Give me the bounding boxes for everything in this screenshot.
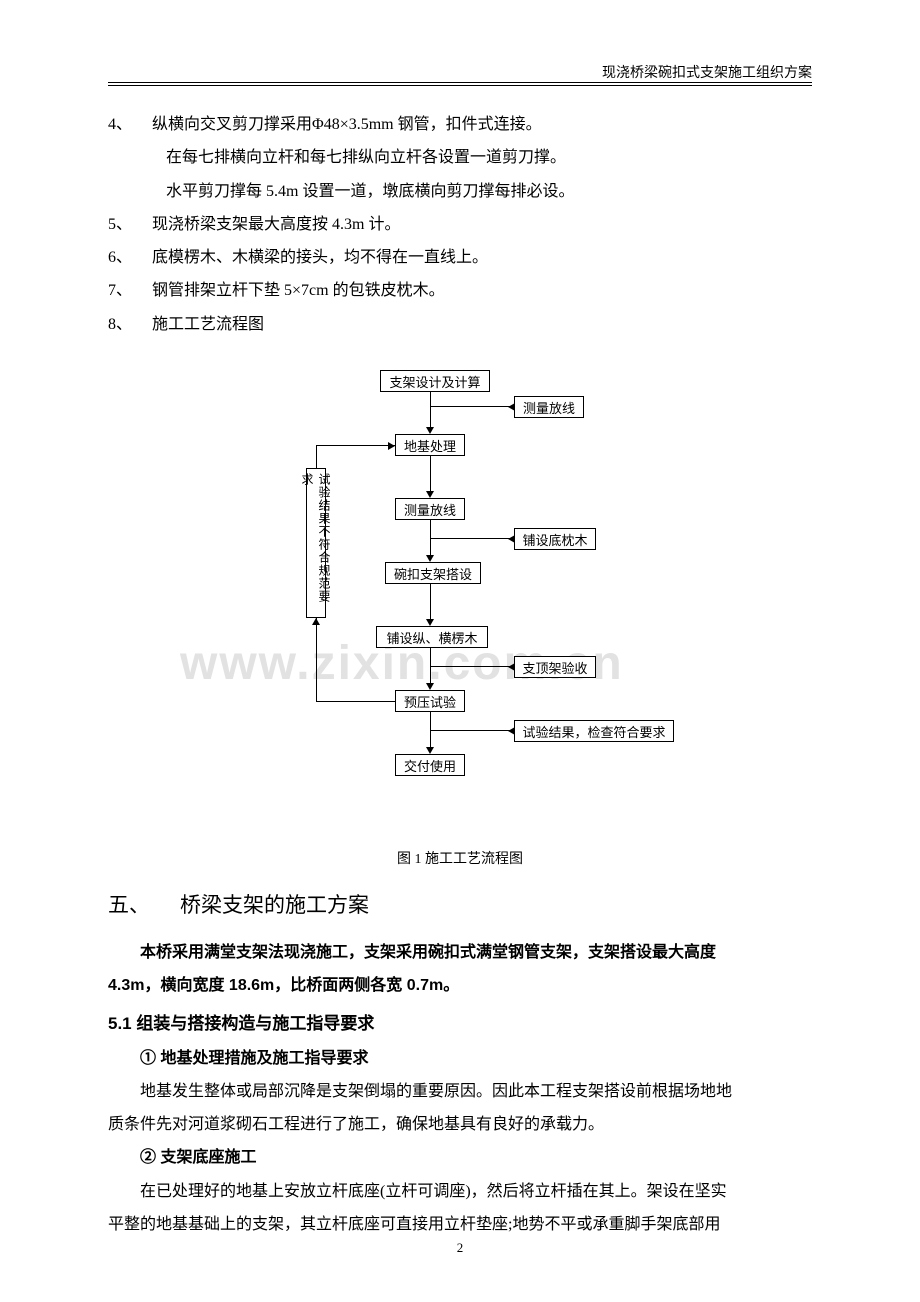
fc-arrow	[426, 427, 434, 434]
fc-node-8: 支顶架验收	[514, 656, 596, 678]
list-text: 现浇桥梁支架最大高度按 4.3m 计。	[152, 208, 812, 241]
fc-arrow	[426, 555, 434, 562]
subheading-5-1: 5.1 组装与搭接构造与施工指导要求	[108, 1006, 812, 1041]
list-item-5: 5、 现浇桥梁支架最大高度按 4.3m 计。	[108, 208, 812, 241]
section-title: 桥梁支架的施工方案	[180, 893, 369, 917]
header-rule	[108, 82, 812, 86]
fc-arrow	[426, 683, 434, 690]
list-item-7: 7、 钢管排架立杆下垫 5×7cm 的包铁皮枕木。	[108, 274, 812, 307]
list-num: 7、	[108, 274, 152, 307]
p1-heading: ① 地基处理措施及施工指导要求	[108, 1042, 812, 1075]
fc-arrow	[508, 535, 515, 543]
list-text: 施工工艺流程图	[152, 308, 812, 341]
list-item-4-sub2: 水平剪刀撑每 5.4m 设置一道，墩底横向剪刀撑每排必设。	[108, 175, 812, 208]
fc-arrow	[426, 491, 434, 498]
list-num: 5、	[108, 208, 152, 241]
fc-node-6: 碗扣支架搭设	[385, 562, 481, 584]
fc-node-9: 预压试验	[395, 690, 465, 712]
fc-line	[430, 584, 431, 622]
fc-arrow	[508, 663, 515, 671]
intro-line2: 4.3m，横向宽度 18.6m，比桥面两侧各宽 0.7m。	[108, 969, 812, 1002]
list-num: 4、	[108, 108, 152, 141]
lower-content: 五、桥梁支架的施工方案 本桥采用满堂支架法现浇施工，支架采用碗扣式满堂钢管支架，…	[108, 884, 812, 1241]
list-num: 6、	[108, 241, 152, 274]
list-text: 钢管排架立杆下垫 5×7cm 的包铁皮枕木。	[152, 274, 812, 307]
flowchart-caption: 图 1 施工工艺流程图	[0, 848, 920, 868]
section-5-heading: 五、桥梁支架的施工方案	[108, 884, 812, 928]
fc-arrow	[312, 618, 320, 625]
flowchart: 支架设计及计算 测量放线 地基处理 测量放线 铺设底枕木 碗扣支架搭设 铺设纵、…	[300, 370, 720, 810]
fc-arrow	[508, 403, 515, 411]
fc-node-7: 铺设纵、横楞木	[376, 626, 488, 648]
p2-heading: ② 支架底座施工	[108, 1141, 812, 1174]
fc-node-side: 试验结果不符合规范要求	[306, 468, 326, 618]
list-item-4-sub1: 在每七排横向立杆和每七排纵向立杆各设置一道剪刀撑。	[108, 141, 812, 174]
fc-arrow	[508, 727, 515, 735]
fc-line	[316, 445, 317, 469]
fc-line	[430, 456, 431, 494]
fc-node-10: 试验结果，检查符合要求	[514, 720, 674, 742]
list-item-8: 8、 施工工艺流程图	[108, 308, 812, 341]
upper-content: 4、 纵横向交叉剪刀撑采用Φ48×3.5mm 钢管，扣件式连接。 在每七排横向立…	[108, 108, 812, 341]
fc-node-2: 测量放线	[514, 396, 584, 418]
fc-line	[430, 392, 431, 430]
list-text: 底模楞木、木横梁的接头，均不得在一直线上。	[152, 241, 812, 274]
fc-node-4: 测量放线	[395, 498, 465, 520]
p1-line2: 质条件先对河道浆砌石工程进行了施工，确保地基具有良好的承载力。	[108, 1108, 812, 1141]
fc-arrow	[388, 442, 395, 450]
list-text: 纵横向交叉剪刀撑采用Φ48×3.5mm 钢管，扣件式连接。	[152, 108, 812, 141]
fc-line	[430, 712, 431, 750]
p2-line1: 在已处理好的地基上安放立杆底座(立杆可调座)，然后将立杆插在其上。架设在坚实	[108, 1175, 812, 1208]
list-num: 8、	[108, 308, 152, 341]
fc-line	[316, 618, 317, 702]
fc-line	[430, 648, 431, 686]
intro-line1: 本桥采用满堂支架法现浇施工，支架采用碗扣式满堂钢管支架，支架搭设最大高度	[108, 936, 812, 969]
fc-node-3: 地基处理	[395, 434, 465, 456]
fc-node-5: 铺设底枕木	[514, 528, 596, 550]
fc-node-1: 支架设计及计算	[380, 370, 490, 392]
p1-line1: 地基发生整体或局部沉降是支架倒塌的重要原因。因此本工程支架搭设前根据场地地	[108, 1075, 812, 1108]
fc-line	[430, 520, 431, 558]
fc-line	[430, 730, 516, 731]
fc-line	[316, 445, 395, 446]
header-title: 现浇桥梁碗扣式支架施工组织方案	[602, 62, 812, 82]
section-num: 五、	[108, 884, 180, 928]
list-item-6: 6、 底模楞木、木横梁的接头，均不得在一直线上。	[108, 241, 812, 274]
fc-arrow	[426, 619, 434, 626]
page-number: 2	[0, 1240, 920, 1256]
fc-node-11: 交付使用	[395, 754, 465, 776]
fc-arrow	[426, 747, 434, 754]
list-item-4: 4、 纵横向交叉剪刀撑采用Φ48×3.5mm 钢管，扣件式连接。	[108, 108, 812, 141]
fc-line	[316, 701, 395, 702]
p2-line2: 平整的地基基础上的支架，其立杆底座可直接用立杆垫座;地势不平或承重脚手架底部用	[108, 1208, 812, 1241]
